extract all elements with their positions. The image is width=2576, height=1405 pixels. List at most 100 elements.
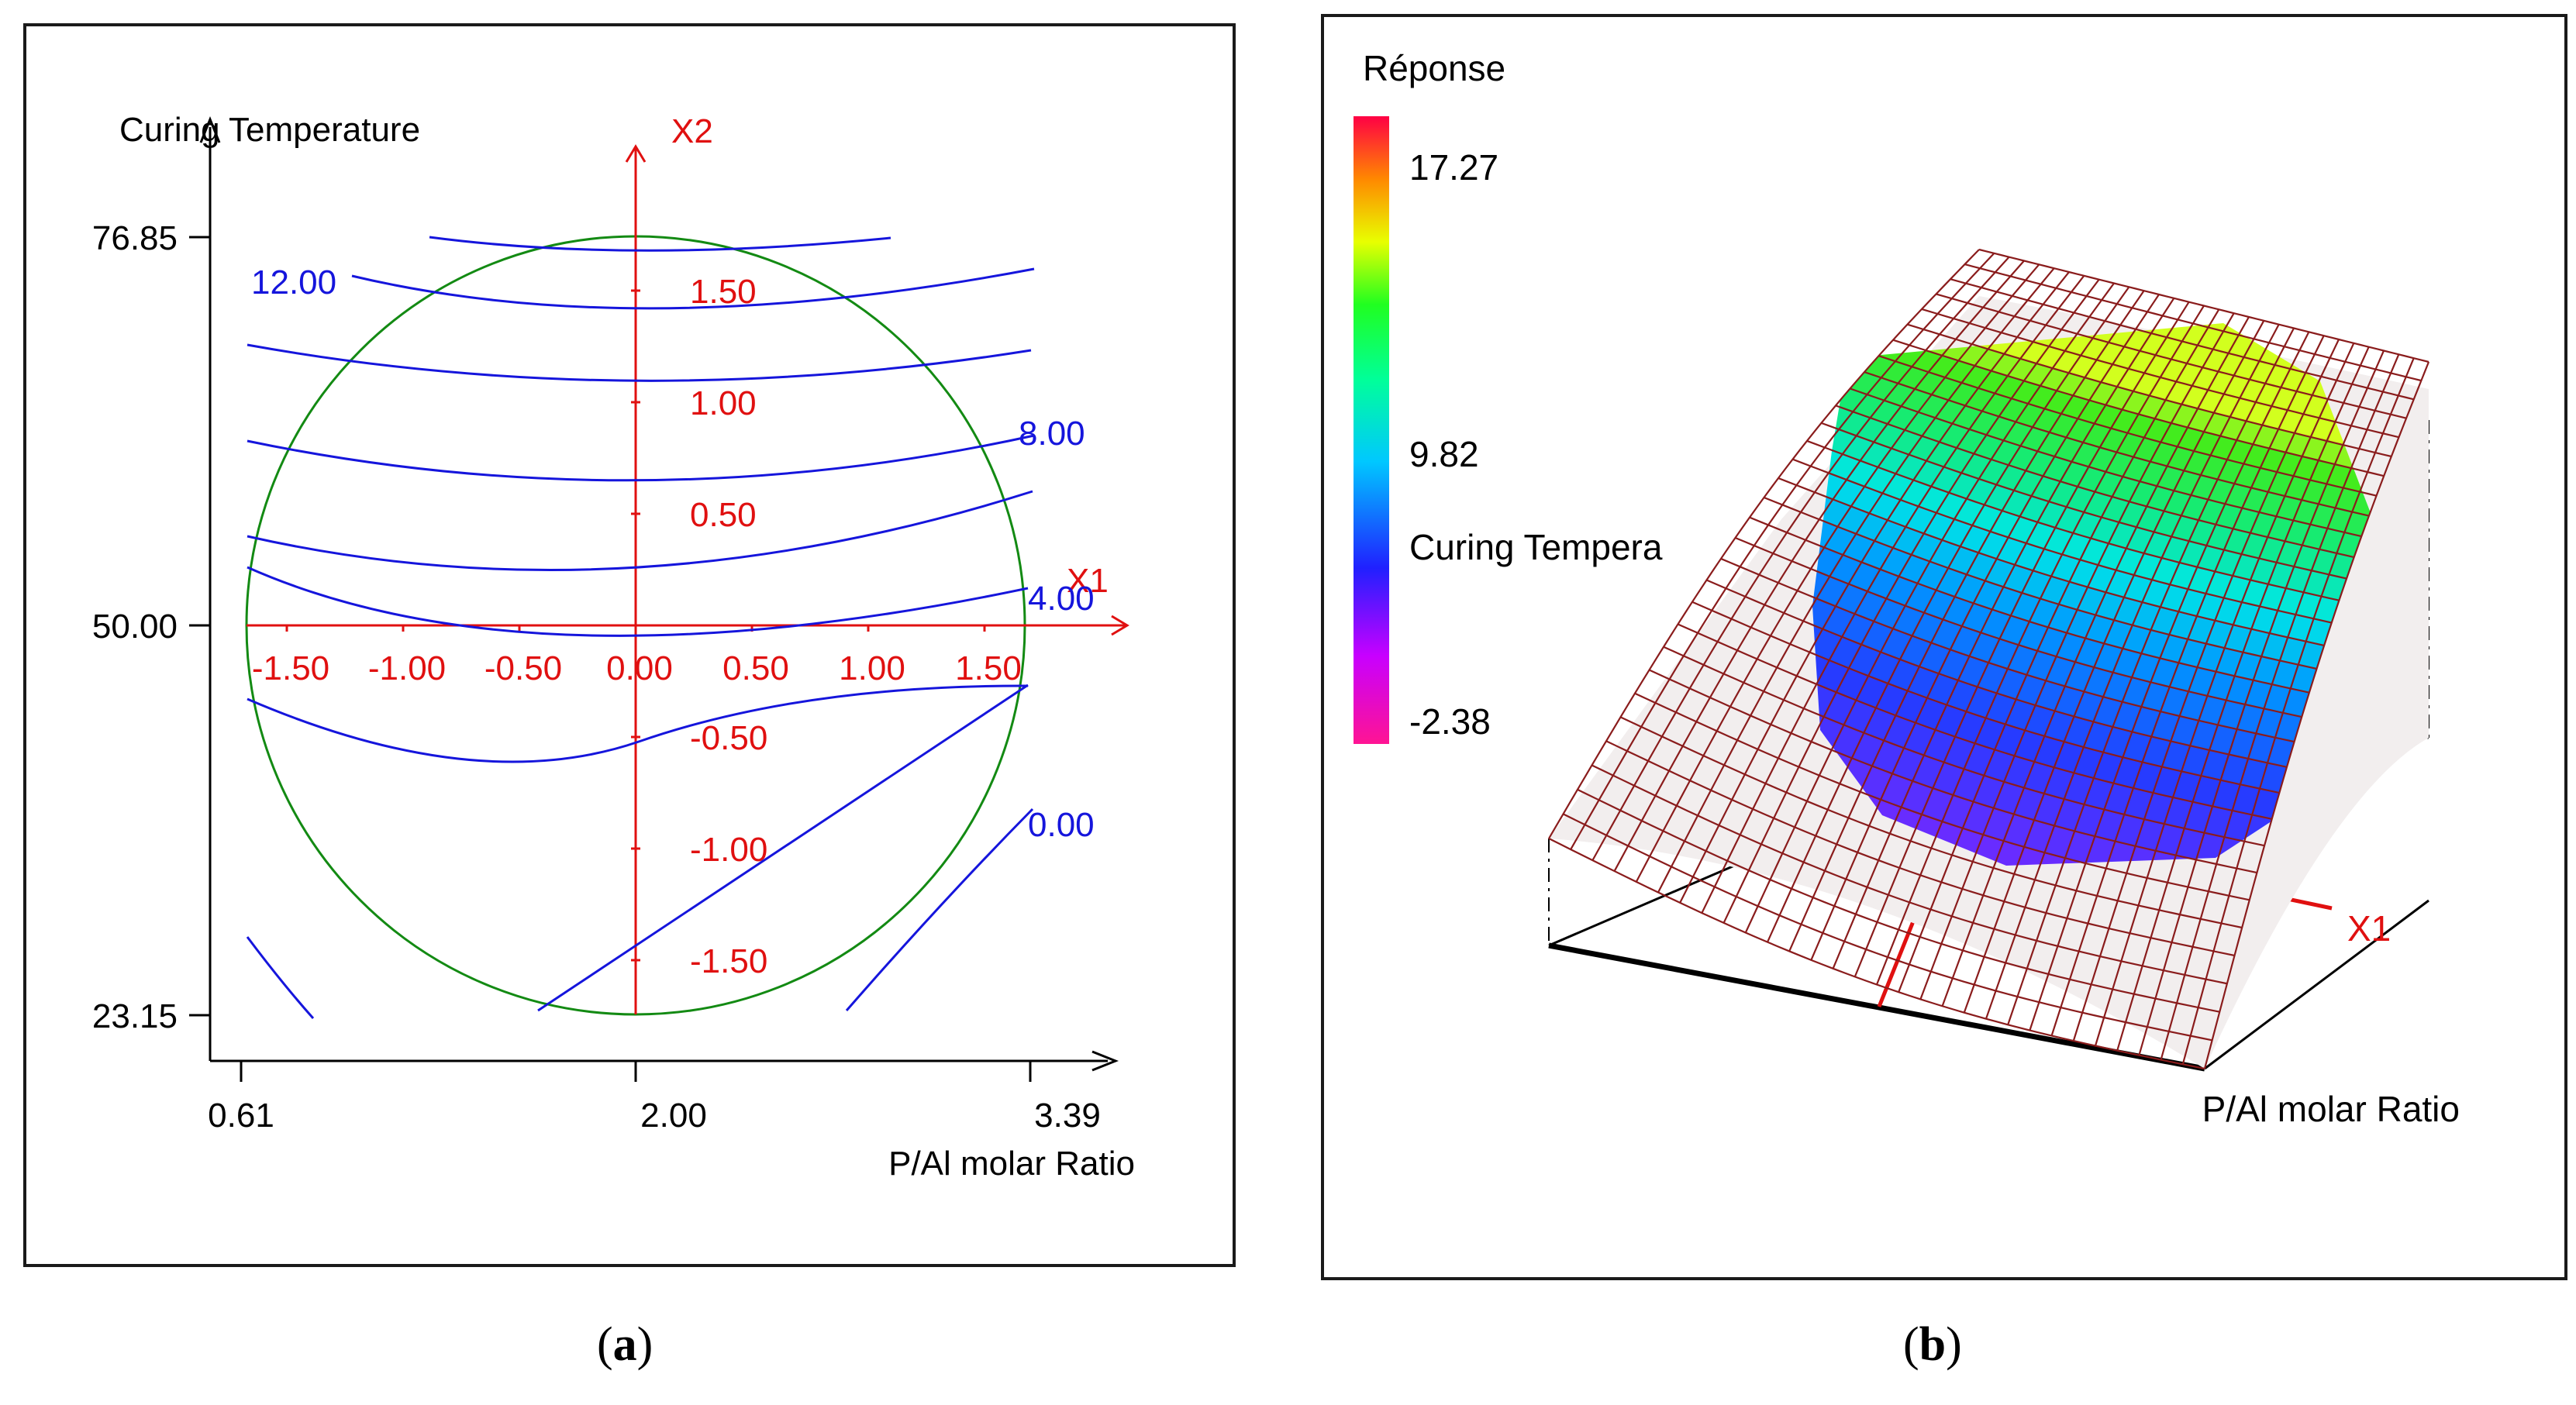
surface-cell [2209,725,2237,755]
surface-cell [1812,628,1843,661]
surface-cell [1811,933,1844,969]
surface-cell [2281,368,2306,391]
surface-cell [2037,501,2067,528]
surface-cell [2167,446,2195,471]
x-axis-arrow [1091,1050,1119,1072]
surface-cell [1836,388,1867,412]
surface-cell [1972,504,2002,532]
surface-cell [2164,797,2193,828]
surface-cell [2043,456,2072,482]
surface-cell [2160,422,2188,447]
coded-y-tick-label: -1.50 [690,942,767,980]
surface-cell [2096,342,2125,365]
colorbar-tick-label: -2.38 [1409,701,1491,742]
surface-cell [2176,363,2203,386]
coded-axes [247,144,1129,1014]
surface-cell [1850,372,1881,395]
surface-cell [2171,404,2198,428]
surface-cell [1912,350,1943,373]
surface-cell [2150,442,2178,467]
surface-cell [2098,543,2126,570]
surface-cell [2002,490,2032,517]
coded-x-axis-name: X1 [1067,562,1109,600]
coded-y-tick-label: 0.50 [690,496,757,534]
surface-cell [2023,363,2053,386]
surface-cell [2058,581,2088,610]
surface-cell [2108,522,2137,549]
surface-cell [1816,576,1849,607]
surface-cell [1981,393,2012,417]
caption-b: (b) [1903,1318,1962,1371]
surface-cell [2052,1007,2083,1041]
surface-cell [2208,323,2234,332]
surface-cell [2296,372,2322,395]
surface-cell [2094,405,2123,429]
surface-cell [1958,344,1988,366]
surface-cell [2066,418,2095,443]
surface-cell [2192,776,2221,807]
contour-plot: Curing Temperature 76.85 50.00 23.15 0.6… [92,111,1135,1183]
surface-cell [2184,801,2213,833]
surface-cell [1824,526,1857,556]
surface-cell [2084,491,2112,518]
surface-cell [2255,383,2281,407]
surface-cell [1938,649,1970,680]
surface-cell [2204,806,2233,838]
surface-cell [2197,327,2224,350]
surface-cell [1839,412,1871,436]
axis-label-curing: Curing Tempera [1409,527,1663,567]
surface-cell [1901,388,1932,412]
contour-line [351,267,1035,310]
contour-label: 4.00 [1028,580,1095,618]
surface-cell [1864,708,1896,741]
surface-cell [1974,349,2005,371]
legend-title: Réponse [1363,48,1505,88]
coded-x-tick-label: -1.50 [252,649,329,687]
surface-cell [1969,411,1999,436]
surface-cell [2313,596,2340,623]
surface-cell [1861,540,1893,570]
surface-cell [2224,810,2253,842]
surface-cell [2105,452,2134,477]
coded-x-tick-label: 1.50 [955,649,1022,687]
surface-cell [1856,513,1888,541]
surface-cell [1831,725,1864,759]
surface-cell [2049,413,2078,438]
surface-cell [2171,341,2198,363]
surface-cell [2003,564,2033,594]
surface-cell [2105,386,2133,410]
surface-cell [1854,591,1887,622]
surface-cell [2123,456,2150,482]
surface-cell [2240,758,2268,789]
surface-cell [2155,824,2185,856]
surface-cell [2040,576,2070,604]
surface-cell [2040,368,2069,391]
mesh-line [2116,346,2370,1051]
surface-cell [2136,506,2164,532]
surface-cell [1954,498,1985,525]
surface-cell [1928,355,1959,378]
surface-cell [2165,381,2192,405]
surface-cell [1912,612,1943,643]
surface-cell [2143,418,2171,443]
surface-cell [1950,625,1981,656]
surface-cell [2119,501,2147,528]
surface-cell [2031,476,2060,502]
surface-cell [1823,692,1857,725]
surface-cell [1939,423,1970,448]
surface-cell [2248,733,2275,763]
surface-cell [2011,381,2040,404]
surface-cell [1874,520,1906,548]
surface-cell [1702,887,1736,923]
surface-cell [1867,377,1898,401]
surface-cell [1758,880,1791,915]
contour-label: 12.00 [251,263,336,301]
surface-cell [2124,329,2152,351]
surface-cell [2174,470,2201,495]
x-tick-label: 0.61 [208,1097,274,1135]
surface-cell [2187,408,2214,432]
caption-a: (a) [597,1318,653,1371]
surface-cell [2187,345,2213,368]
surface-cell [2191,367,2219,391]
contour-line [247,684,1029,763]
